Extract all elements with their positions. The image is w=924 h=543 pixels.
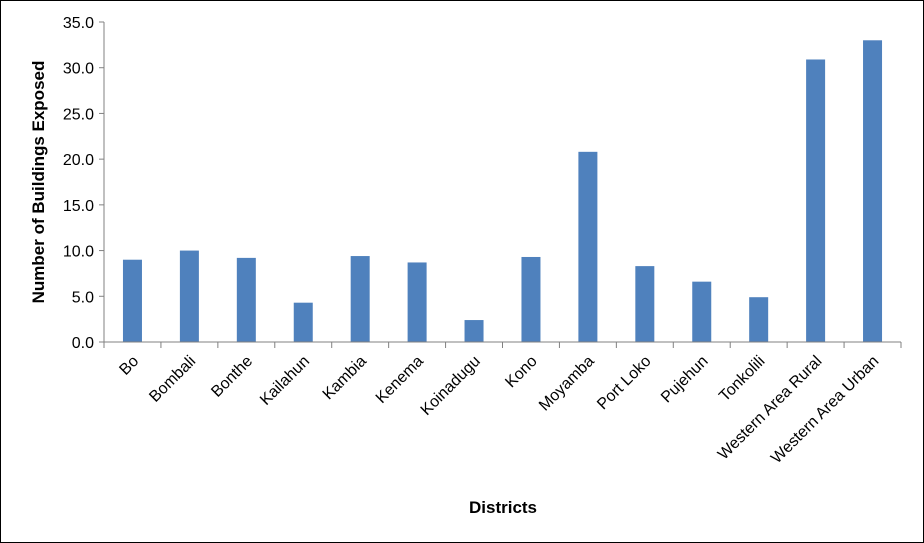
x-tick-label: Pujehun [658, 353, 712, 407]
y-axis-ticks: 0.0 5.0 10.0 15.0 20.0 25.0 30.0 35.0 [63, 15, 104, 352]
x-tick-label: Tonkolili [716, 353, 768, 405]
bar-bo [122, 259, 142, 342]
bar-western-area-urban [863, 40, 883, 343]
x-tick-label: Port Loko [594, 353, 655, 414]
y-tick-label: 5.0 [72, 289, 94, 306]
bar-kenema [407, 262, 427, 342]
x-tick-label: Bombali [146, 353, 199, 406]
y-tick-label: 20.0 [63, 152, 94, 169]
bar-moyamba [578, 151, 598, 342]
y-tick-label: 30.0 [63, 61, 94, 78]
x-tick-label: Moyamba [536, 353, 598, 415]
bar-tonkolili [749, 297, 769, 342]
y-tick-label: 10.0 [63, 244, 94, 261]
x-tick-label: Koinadugu [418, 353, 484, 419]
x-tick-label: Bonthe [208, 353, 256, 401]
x-tick-label: Kailahun [257, 353, 313, 409]
x-axis-title: Districts [469, 498, 537, 517]
bar-kambia [350, 256, 370, 342]
x-tick-label: Kenema [373, 353, 427, 407]
x-tick-label: Western Area Urban [768, 353, 882, 467]
x-tick-label: Kambia [320, 353, 370, 403]
x-tick-label: Bo [116, 353, 142, 379]
x-tick-label: Kono [502, 353, 541, 392]
bar-kono [521, 256, 541, 342]
bars-group [122, 40, 883, 343]
y-tick-label: 0.0 [72, 335, 94, 352]
bar-bombali [179, 250, 199, 342]
y-tick-label: 15.0 [63, 198, 94, 215]
x-axis-ticks: Bo Bombali Bonthe Kailahun Kambia KenemaKoina… [103, 342, 902, 467]
bar-bonthe [236, 257, 256, 342]
y-tick-label: 25.0 [63, 106, 94, 123]
bar-western-area-rural [806, 59, 826, 342]
x-tick-label: Western Area Rural [715, 353, 826, 464]
y-axis-title: Number of Buildings Exposed [29, 61, 48, 304]
bar-kailahun [293, 302, 313, 342]
y-tick-label: 35.0 [63, 15, 94, 32]
bar-port-loko [635, 266, 655, 342]
bar-pujehun [692, 281, 712, 342]
bar-koinadugu [464, 320, 484, 342]
